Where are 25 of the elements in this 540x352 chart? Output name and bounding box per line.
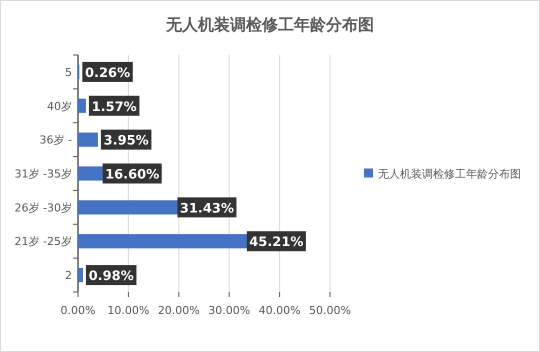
y-tick-label: 21岁 -25岁 (14, 235, 72, 248)
x-tick-label: 40.00% (258, 304, 301, 317)
y-tick-label: 40岁 (47, 100, 72, 113)
y-tick-label: 26岁 -30岁 (14, 201, 72, 214)
data-label: 31.43% (180, 201, 234, 216)
x-tick-label: 50.00% (309, 304, 351, 317)
data-label: 1.57% (92, 100, 137, 115)
bar (78, 268, 83, 282)
data-label: 16.60% (105, 168, 160, 182)
data-label: 45.21% (249, 235, 304, 250)
x-tick-label: 30.00% (208, 304, 250, 317)
legend-label: 无人机装调检修工年龄分布图 (378, 168, 521, 180)
x-tick-label: 20.00% (158, 304, 200, 317)
chart-title: 无人机装调检修工年龄分布图 (165, 15, 374, 34)
data-label: 3.95% (104, 134, 149, 149)
y-tick-label: 5 (65, 66, 72, 79)
bar (78, 98, 86, 113)
x-tick-label: 0.00% (60, 304, 96, 317)
x-tick-label: 10.00% (107, 304, 150, 317)
y-tick-label: 31岁 -35岁 (14, 168, 72, 180)
y-tick-label: 36岁 - (40, 134, 72, 147)
data-label: 0.98% (88, 269, 134, 284)
bar (78, 132, 98, 147)
data-label: 0.26% (85, 66, 130, 81)
y-tick-label: 2 (65, 269, 72, 282)
